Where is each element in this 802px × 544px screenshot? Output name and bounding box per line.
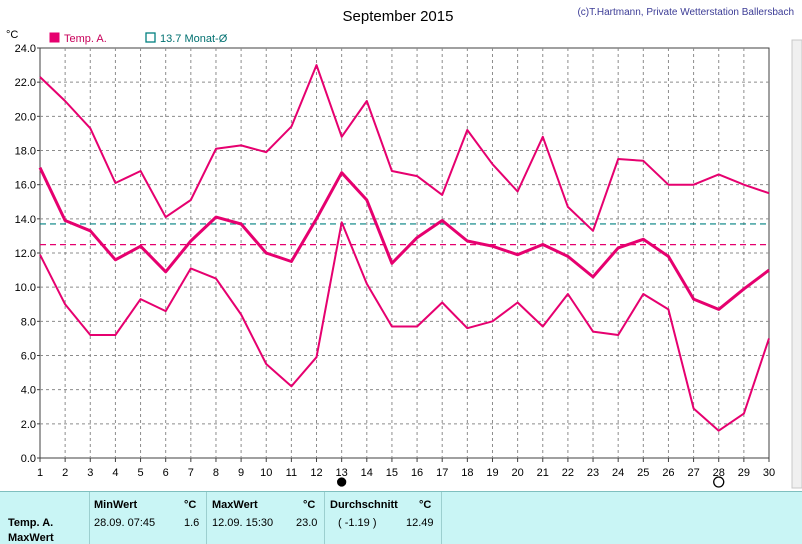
y-tick-label: 2.0 bbox=[21, 419, 36, 431]
x-tick-label: 26 bbox=[662, 467, 674, 479]
avg-header: Durchschnitt bbox=[330, 499, 398, 511]
stats-panel: MinWert °C MaxWert °C Durchschnitt °C Te… bbox=[0, 491, 802, 544]
row-label-max: MaxWert bbox=[8, 532, 54, 544]
x-tick-label: 13 bbox=[336, 467, 348, 479]
y-tick-label: 16.0 bbox=[15, 180, 36, 192]
avg-delta: ( -1.19 ) bbox=[338, 517, 377, 529]
chart: September 2015 (c)T.Hartmann, Private We… bbox=[6, 7, 802, 489]
x-tick-label: 1 bbox=[37, 467, 43, 479]
chart-title: September 2015 bbox=[343, 8, 454, 25]
reference-lines bbox=[40, 223, 769, 246]
x-tick-label: 28 bbox=[713, 467, 725, 479]
min-time: 28.09. 07:45 bbox=[94, 517, 156, 529]
y-axis-tick-labels: 0.0 2.0 4.0 6.0 8.0 10.0 12.0 14.0 16.0 18.0 20.0 2… bbox=[15, 43, 40, 465]
max-value: 23.0 bbox=[296, 517, 318, 529]
series-line-mean bbox=[38, 166, 770, 311]
min-value: 1.6 bbox=[184, 517, 200, 529]
x-tick-label: 7 bbox=[188, 467, 194, 479]
x-tick-label: 2 bbox=[62, 467, 68, 479]
x-tick-label: 15 bbox=[386, 467, 398, 479]
legend-label-temp: Temp. A. bbox=[64, 33, 107, 45]
y-tick-label: 10.0 bbox=[15, 282, 36, 294]
y-axis-unit-label: °C bbox=[6, 29, 18, 41]
series-line-max bbox=[39, 64, 770, 232]
x-tick-label: 4 bbox=[112, 467, 118, 479]
grid-lines bbox=[40, 48, 769, 458]
x-tick-label: 20 bbox=[511, 467, 523, 479]
series-line-min bbox=[39, 221, 770, 432]
x-tick-label: 25 bbox=[637, 467, 649, 479]
x-tick-label: 18 bbox=[461, 467, 473, 479]
x-tick-label: 8 bbox=[213, 467, 219, 479]
x-tick-label: 11 bbox=[286, 467, 297, 479]
x-tick-label: 21 bbox=[537, 467, 549, 479]
x-tick-label: 6 bbox=[163, 467, 169, 479]
y-tick-label: 22.0 bbox=[15, 77, 36, 89]
y-tick-label: 8.0 bbox=[21, 316, 36, 328]
x-axis-tick-labels: 1 2 3 4 5 6 7 8 9 10 11 12 13 14 15 16 17 18 19 20 21 22 23 24 2… bbox=[37, 458, 775, 479]
x-tick-label: 9 bbox=[238, 467, 244, 479]
legend-swatch-monthly-avg bbox=[145, 32, 156, 43]
x-tick-label: 22 bbox=[562, 467, 574, 479]
y-tick-label: 12.0 bbox=[15, 248, 36, 260]
max-unit-header: °C bbox=[303, 499, 316, 511]
y-tick-label: 18.0 bbox=[15, 146, 36, 158]
x-tick-label: 30 bbox=[763, 467, 775, 479]
x-tick-label: 29 bbox=[738, 467, 750, 479]
x-tick-label: 17 bbox=[436, 467, 448, 479]
x-tick-label: 14 bbox=[361, 467, 373, 479]
y-tick-label: 0.0 bbox=[21, 453, 36, 465]
x-tick-label: 10 bbox=[260, 467, 272, 479]
min-header: MinWert bbox=[94, 499, 138, 511]
legend: Temp. A. 13.7 Monat-Ø bbox=[49, 32, 228, 45]
x-tick-label: 16 bbox=[411, 467, 423, 479]
series-lines bbox=[38, 64, 770, 432]
y-tick-label: 4.0 bbox=[21, 385, 36, 397]
y-tick-label: 24.0 bbox=[15, 43, 36, 55]
day-marker-max bbox=[337, 477, 347, 487]
row-label-temp: Temp. A. bbox=[8, 517, 54, 529]
x-tick-label: 5 bbox=[137, 467, 143, 479]
day-marker-min bbox=[713, 476, 725, 488]
x-tick-label: 27 bbox=[687, 467, 699, 479]
avg-unit-header: °C bbox=[419, 499, 432, 511]
avg-value: 12.49 bbox=[406, 517, 434, 529]
legend-label-monthly-avg: 13.7 Monat-Ø bbox=[160, 33, 228, 45]
y-tick-label: 14.0 bbox=[15, 214, 36, 226]
x-tick-label: 12 bbox=[310, 467, 322, 479]
chart-credit: (c)T.Hartmann, Private Wetterstation Bal… bbox=[577, 7, 794, 18]
max-time: 12.09. 15:30 bbox=[212, 517, 274, 529]
y-tick-label: 20.0 bbox=[15, 111, 36, 123]
x-tick-label: 23 bbox=[587, 467, 599, 479]
x-tick-label: 24 bbox=[612, 467, 624, 479]
x-tick-label: 19 bbox=[486, 467, 498, 479]
max-header: MaxWert bbox=[212, 499, 258, 511]
y-tick-label: 6.0 bbox=[21, 351, 36, 363]
day-markers bbox=[337, 476, 725, 488]
legend-swatch-temp bbox=[49, 32, 60, 43]
min-unit-header: °C bbox=[184, 499, 197, 511]
x-tick-label: 3 bbox=[87, 467, 93, 479]
scrollbar-right[interactable] bbox=[791, 39, 802, 489]
